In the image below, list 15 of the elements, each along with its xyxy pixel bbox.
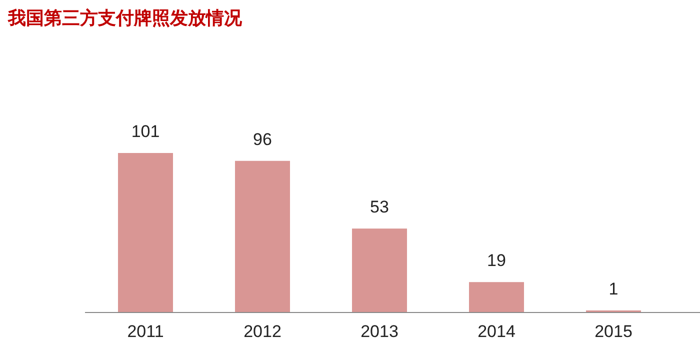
chart-title: 我国第三方支付牌照发放情况 [7, 8, 243, 28]
x-tick-label: 2012 [244, 322, 282, 341]
bar [235, 160, 290, 312]
x-tick-label: 2015 [594, 322, 632, 341]
x-tick-label: 2014 [478, 322, 516, 341]
data-label: 1 [608, 279, 618, 298]
data-label: 96 [253, 130, 272, 149]
x-tick-label: 2013 [360, 322, 398, 341]
data-label: 101 [131, 122, 160, 141]
data-label: 19 [487, 251, 506, 270]
bar [469, 282, 524, 312]
x-tick-label: 2011 [127, 322, 164, 341]
bar [118, 153, 173, 312]
bar [352, 228, 407, 312]
data-label: 53 [370, 198, 389, 217]
